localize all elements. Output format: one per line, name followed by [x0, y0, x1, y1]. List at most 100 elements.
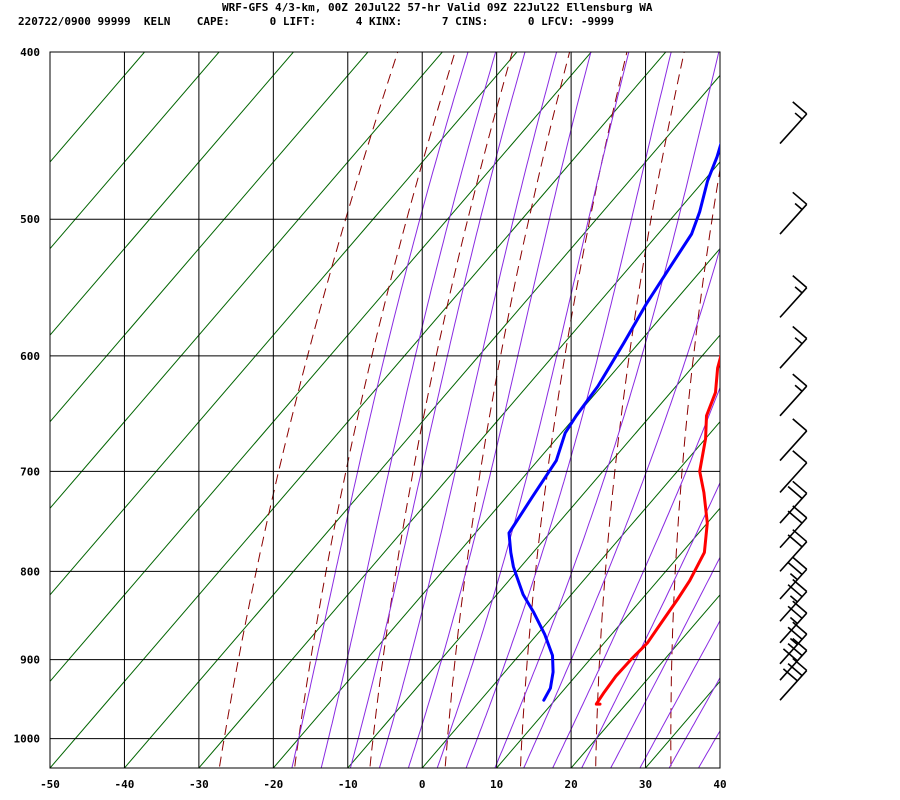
wind-barb-flag [787, 605, 803, 619]
wind-barb-flag [792, 637, 808, 652]
wind-barb-flag [792, 373, 808, 387]
x-tick-label: 20 [564, 778, 577, 791]
wind-barb-flag [787, 534, 803, 548]
isotherm-line [198, 161, 720, 768]
wind-barb [779, 505, 808, 549]
wind-barb-staff [779, 430, 808, 462]
wind-barb-half-flag [794, 337, 803, 345]
isotherm-line [50, 52, 444, 510]
wind-barb-flag [782, 668, 798, 682]
wind-barb-staff [779, 517, 808, 549]
wind-barb-staff [779, 492, 808, 524]
moist-adiabat-line [523, 246, 720, 768]
moist-adiabat-line [378, 52, 558, 768]
wind-barb [779, 373, 808, 417]
isotherm-line [495, 507, 720, 768]
moist-adiabat-line [668, 676, 720, 768]
wind-barb-flag [792, 418, 808, 432]
x-tick-label: -50 [40, 778, 60, 791]
chart-header-line1: WRF-GFS 4/3-km, 00Z 20Jul22 57-hr Valid … [222, 1, 653, 14]
wind-barb-staff [779, 541, 808, 572]
wind-barb [779, 480, 808, 524]
wind-barb-staff [779, 568, 808, 600]
x-tick-label: 0 [419, 778, 426, 791]
axis-ticks: -50 -40 -30 -20 -10 0 10 20 30 40 400 500 600 700 800 9… [14, 46, 727, 791]
moist-adiabat-line [465, 52, 672, 768]
moist-adiabat-line [320, 52, 497, 768]
dry-adiabat-line [884, 14, 900, 783]
y-tick-label: 1000 [14, 733, 41, 746]
x-tick-label: 40 [713, 778, 726, 791]
wind-barb [779, 450, 808, 493]
x-tick-label: 30 [639, 778, 652, 791]
isotherm-line [719, 767, 720, 768]
chart-header-line2: 220722/0900 99999 KELN CAPE: 0 LIFT: 4 K… [18, 15, 615, 28]
wind-barb-half-flag [789, 573, 798, 581]
wind-barb [779, 578, 808, 622]
isotherm-line [347, 334, 720, 768]
isotherm-line [50, 52, 220, 250]
wind-barb-staff [779, 203, 808, 235]
y-tick-label: 900 [20, 654, 40, 667]
isotherm-line [570, 594, 720, 768]
isotherm-line [50, 52, 369, 423]
wind-barb-staff [779, 385, 808, 417]
wind-barb-staff [779, 113, 808, 145]
moist-adiabat-line [494, 52, 720, 768]
wind-barb-flag [792, 578, 808, 593]
wind-barb-half-flag [794, 384, 803, 392]
wind-barb-flag [787, 561, 803, 576]
moist-adiabat-line [639, 619, 720, 768]
wind-barb [779, 275, 808, 318]
temperature-line [594, 353, 720, 706]
y-tick-label: 600 [20, 350, 40, 363]
wind-barb-flag [787, 485, 803, 500]
wind-barb-staff [779, 612, 808, 644]
wind-barb [779, 101, 808, 145]
plot-frame [49, 51, 721, 769]
wind-barb-half-flag [794, 202, 803, 211]
dry-adiabat-line [595, 52, 685, 768]
wind-barb-flag [792, 275, 808, 289]
dry-adiabat-line [444, 52, 571, 768]
y-tick-label: 400 [20, 46, 40, 59]
isotherm-line [644, 680, 720, 768]
wind-barb-half-flag [789, 637, 798, 646]
wind-barb-staff [779, 287, 808, 318]
wind-barb [779, 600, 808, 644]
wind-barb-staff [779, 337, 808, 369]
wind-barb-flag [792, 191, 808, 205]
wind-barb-half-flag [789, 595, 798, 603]
wind-barb [779, 556, 808, 600]
wind-barb-flag [787, 584, 803, 598]
isotherm-line [421, 420, 720, 768]
dewpoint-line [507, 142, 720, 702]
isotherm-line [758, 0, 900, 800]
wind-barb-flag [792, 325, 808, 340]
wind-barb [779, 325, 808, 369]
wind-barb-flag [787, 663, 803, 677]
x-tick-label: -10 [338, 778, 358, 791]
wind-barb-flag [792, 450, 808, 464]
dry-adiabat-line [815, 14, 862, 783]
dry-adiabat-line [670, 166, 720, 768]
isotherm-line [50, 52, 592, 683]
wind-barb-half-flag [794, 112, 803, 120]
moist-adiabat-line [349, 52, 526, 768]
wind-barb-flag [792, 529, 808, 543]
isotherm-line [50, 52, 518, 596]
x-tick-label: -20 [263, 778, 283, 791]
x-tick-label: -30 [189, 778, 209, 791]
isotherm-line [50, 52, 146, 163]
wind-barb-staff [779, 462, 808, 493]
y-tick-label: 500 [20, 213, 40, 226]
wind-barb-staff [779, 669, 808, 701]
wind-barb [779, 529, 808, 572]
x-tick-label: 10 [490, 778, 503, 791]
wind-barb-flag [792, 556, 808, 570]
wind-barb-half-flag [789, 616, 798, 625]
wind-barb-flag [792, 657, 808, 672]
isotherm-line [272, 247, 720, 768]
